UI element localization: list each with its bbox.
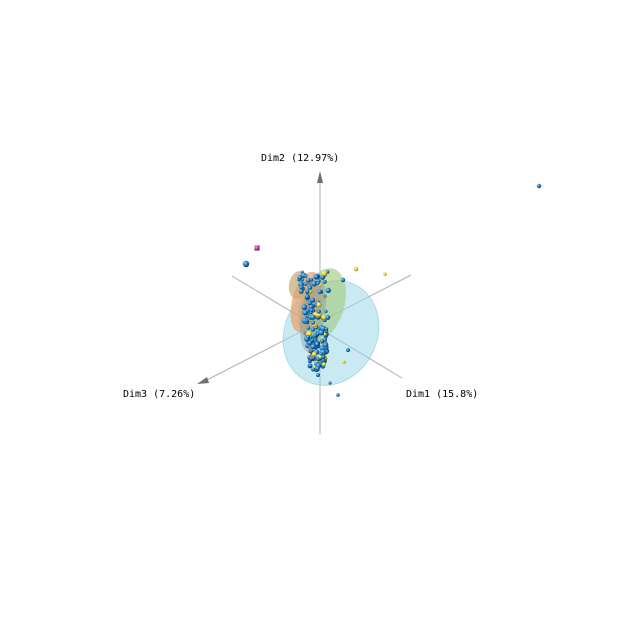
data-point (309, 363, 313, 368)
data-point (254, 245, 260, 251)
data-point (313, 333, 318, 338)
data-points (242, 183, 542, 397)
data-point (310, 327, 316, 332)
data-point (304, 274, 308, 278)
data-point (323, 294, 327, 299)
data-point (321, 314, 327, 320)
data-point (298, 289, 304, 294)
data-point (309, 308, 314, 312)
dim1-axis-label: Dim1 (15.8%) (406, 389, 478, 400)
data-point (322, 362, 326, 367)
data-point (301, 304, 308, 310)
data-point (306, 326, 311, 330)
data-point (299, 285, 304, 290)
data-point (324, 309, 328, 313)
data-point (316, 281, 320, 285)
data-point (336, 393, 340, 397)
data-point (305, 318, 309, 323)
data-point (313, 273, 320, 280)
data-point (305, 289, 310, 294)
data-point (325, 287, 331, 293)
data-point (311, 320, 316, 325)
data-point (310, 297, 316, 303)
data-point (316, 309, 321, 314)
data-point (312, 365, 317, 369)
data-point (342, 360, 346, 364)
data-point (308, 304, 314, 310)
data-point (536, 183, 542, 189)
data-point (353, 266, 359, 272)
data-point (322, 279, 327, 284)
dim3-axis-label: Dim3 (7.26%) (123, 389, 195, 400)
data-point (307, 285, 313, 290)
data-point (325, 315, 331, 320)
data-point (328, 381, 332, 385)
data-point (340, 277, 346, 283)
data-point (304, 294, 310, 300)
data-point (318, 354, 323, 359)
data-point (318, 329, 325, 336)
ellipsoids (282, 268, 380, 386)
data-point (383, 272, 387, 276)
data-point (310, 343, 316, 350)
data-point (311, 351, 317, 357)
data-point (320, 338, 325, 343)
data-point (319, 352, 323, 356)
dim2-axis-label: Dim2 (12.97%) (261, 153, 339, 164)
data-point (317, 289, 322, 294)
data-point (316, 373, 320, 377)
dim3-arrow (197, 377, 209, 384)
data-point (325, 327, 329, 331)
data-point (315, 366, 320, 371)
data-point (305, 308, 310, 313)
data-point (321, 270, 328, 277)
data-point (307, 301, 312, 306)
data-point (323, 342, 329, 348)
data-point (306, 278, 311, 283)
data-point (346, 348, 350, 352)
data-point (242, 260, 250, 268)
data-point (306, 334, 310, 339)
dim2-arrow (317, 171, 323, 183)
data-point (314, 341, 320, 347)
data-point (316, 302, 322, 308)
data-point (310, 314, 316, 320)
data-point (311, 280, 318, 287)
